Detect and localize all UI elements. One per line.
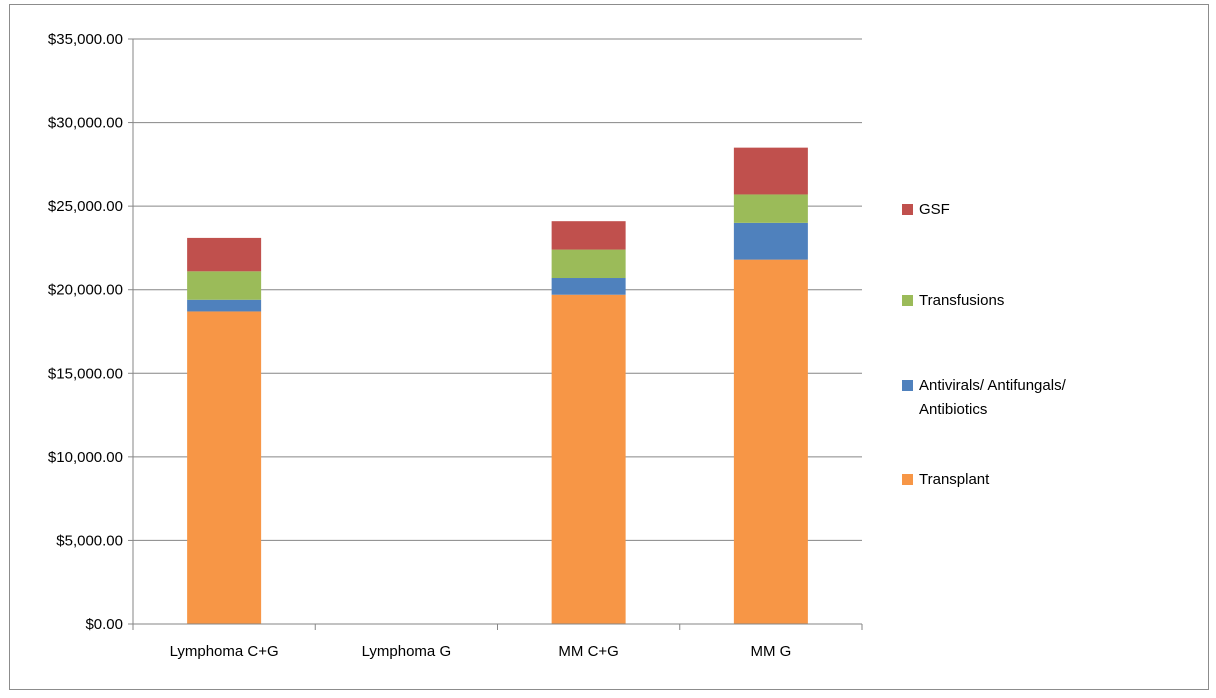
x-tick-label: Lymphoma G [362,643,451,660]
bar-segment [733,147,808,195]
legend-swatch [902,380,913,391]
x-tick-label: Lymphoma C+G [170,643,279,660]
axes: $0.00 $5,000.00 $10,000.00 $15,000.00 $20,00… [48,31,863,660]
legend-label: Transfusions [919,292,1004,309]
legend-swatch [902,204,913,215]
legend-label: GSF [919,201,950,218]
legend-label: Transplant [919,471,990,488]
x-tick-label: MM G [750,643,791,660]
bar-segment [551,278,626,295]
bar-segment [551,249,626,279]
bar-segment [551,294,626,624]
y-tick-label: $35,000.00 [48,31,123,48]
bar-segment [733,222,808,260]
y-tick-label: $10,000.00 [48,449,123,466]
bar-segment [187,311,262,624]
y-tick-label: $5,000.00 [56,532,123,549]
legend: GSF Transfusions Antivirals/ Antifungals/A… [902,201,1067,488]
bar-segment [733,259,808,624]
legend-swatch [902,295,913,306]
y-tick-label: $25,000.00 [48,198,123,215]
x-tick-label: MM C+G [558,643,618,660]
legend-swatch [902,474,913,485]
y-tick-label: $0.00 [85,616,123,633]
bar-segment [551,221,626,250]
y-tick-label: $30,000.00 [48,115,123,132]
bars [187,147,808,624]
legend-label: Antivirals/ Antifungals/Antibiotics [919,377,1067,418]
bar-segment [187,271,262,300]
bar-segment [187,237,262,272]
y-tick-label: $20,000.00 [48,282,123,299]
bar-segment [733,194,808,223]
bar-segment [187,299,262,312]
y-tick-label: $15,000.00 [48,365,123,382]
